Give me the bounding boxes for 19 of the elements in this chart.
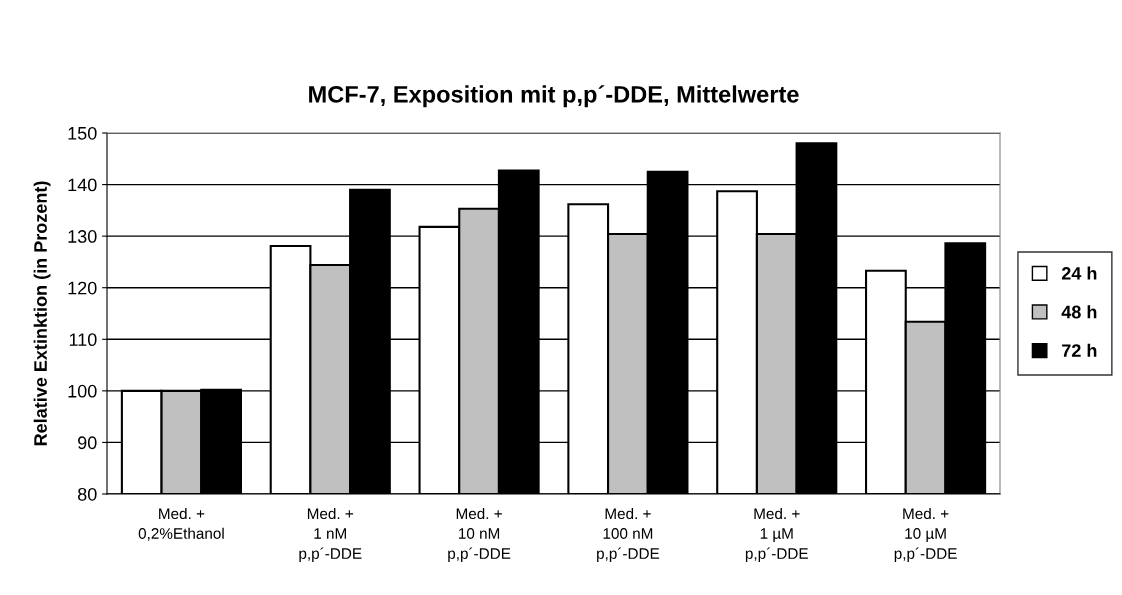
x-tick-label: Med. + 100 nM p,p´-DDE: [597, 507, 660, 562]
x-tick-label: Med. + 10 nM p,p´-DDE: [448, 507, 511, 562]
y-tick-label: 140: [68, 178, 97, 192]
y-tick-label: 110: [69, 333, 97, 347]
legend-label: 24 h: [1061, 266, 1097, 280]
x-tick-label: Med. + 1 µM p,p´-DDE: [745, 507, 808, 562]
y-tick-label: 80: [77, 487, 97, 501]
chart-title: MCF-7, Exposition mit p,p´-DDE, Mittelwerte: [309, 85, 799, 108]
legend-label: 72 h: [1062, 343, 1097, 357]
x-tick-label: Med. + 1 nM p,p´-DDE: [299, 507, 362, 562]
legend-label: 48 h: [1061, 305, 1097, 319]
y-tick-label: 150: [68, 126, 97, 140]
x-tick-label: Med. + 0,2%Ethanol: [138, 507, 224, 541]
y-tick-label: 100: [68, 384, 97, 398]
y-tick-label: 130: [68, 230, 97, 243]
y-axis-title: Relative Extinktion (in Prozent): [33, 181, 51, 446]
x-tick-label: Med. + 10 µM p,p´-DDE: [894, 507, 957, 562]
y-tick-label: 90: [78, 436, 97, 450]
y-tick-label: 120: [68, 281, 97, 295]
